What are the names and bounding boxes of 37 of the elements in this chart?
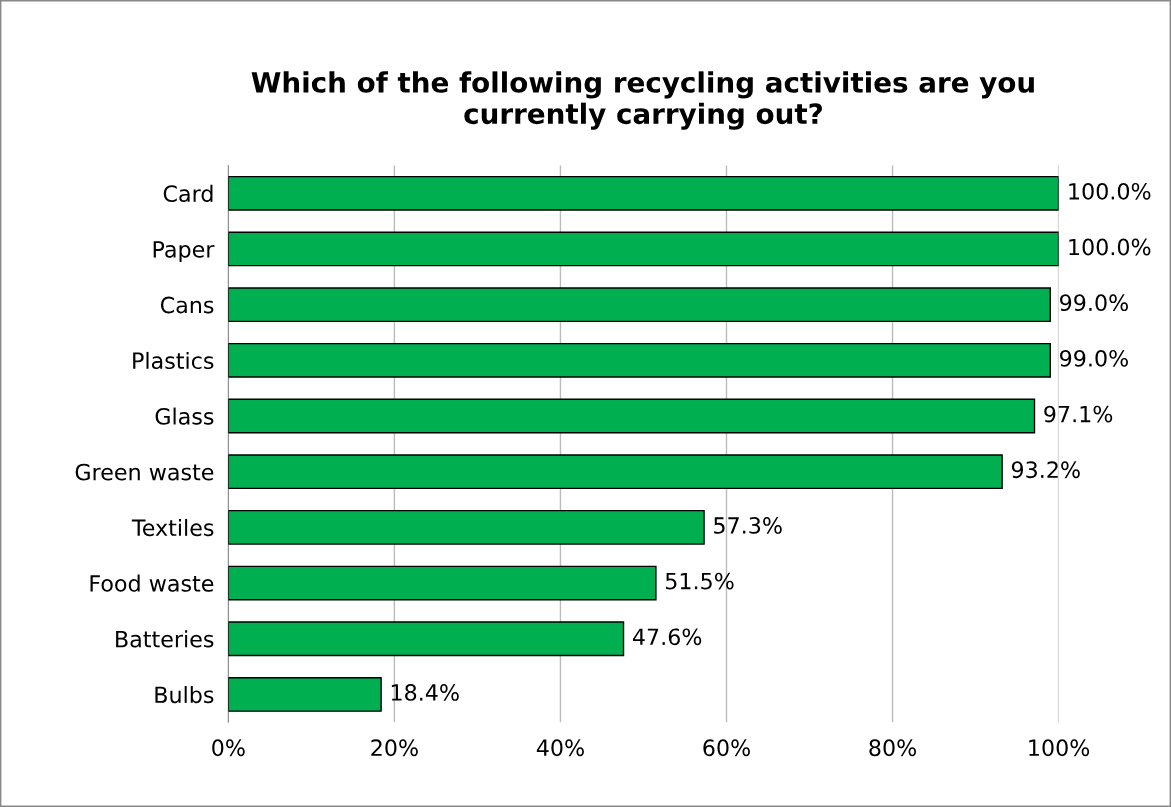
- bar: [228, 287, 1051, 323]
- y-tick-label: Batteries: [116, 630, 214, 648]
- y-tick-label: Textiles: [131, 518, 214, 537]
- data-label: 47.6%: [632, 628, 702, 646]
- x-tick-label: 40%: [536, 739, 584, 757]
- data-label: 99.0%: [1060, 349, 1128, 367]
- y-tick-label: Glass: [155, 407, 214, 425]
- x-tick-label: 100%: [1029, 739, 1090, 757]
- y-tick-label: Food waste: [90, 574, 214, 592]
- x-tick-label: 60%: [703, 739, 750, 757]
- bar: [228, 175, 1059, 211]
- chart-title: Which of the following recycling activities are you currently carrying out?: [251, 71, 1034, 130]
- y-tick-label: Plastics: [133, 351, 214, 370]
- data-label: 97.1%: [1044, 405, 1113, 423]
- bar: [228, 621, 625, 657]
- data-label: 100.0%: [1069, 238, 1151, 256]
- y-tick-label: Paper: [153, 241, 215, 263]
- x-tick-label: 80%: [869, 739, 917, 757]
- data-label: 51.5%: [665, 572, 734, 590]
- data-label: 57.3%: [714, 517, 782, 534]
- bar: [228, 454, 1003, 490]
- data-label: 100.0%: [1069, 182, 1151, 200]
- bar: [228, 342, 1051, 378]
- y-tick-label: Green waste: [75, 463, 214, 481]
- data-label: 18.4%: [391, 684, 459, 701]
- bar: [228, 509, 705, 545]
- bar: [228, 565, 657, 601]
- y-tick-label: Bulbs: [155, 685, 214, 704]
- x-tick-label: 20%: [371, 739, 418, 757]
- bar: [228, 398, 1036, 434]
- y-tick-label: Card: [163, 184, 213, 203]
- y-tick-label: Cans: [160, 296, 214, 314]
- x-tick-label: 0%: [212, 739, 245, 757]
- data-label: 99.0%: [1060, 294, 1128, 312]
- data-label: 93.2%: [1011, 461, 1080, 479]
- bar: [228, 677, 382, 712]
- bar: [228, 231, 1059, 267]
